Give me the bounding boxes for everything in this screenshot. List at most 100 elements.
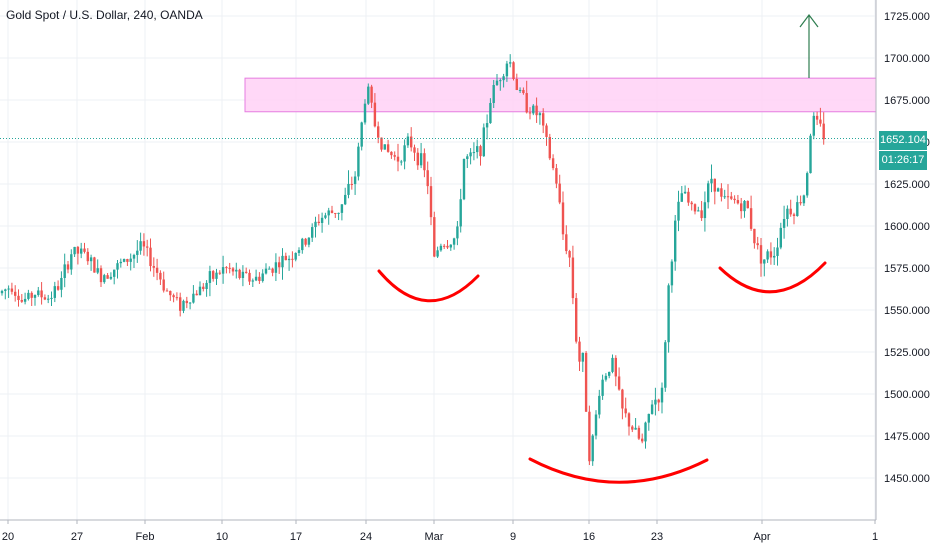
candle[interactable] bbox=[456, 220, 459, 246]
candle[interactable] bbox=[423, 148, 426, 178]
candle[interactable] bbox=[373, 93, 377, 128]
candle[interactable] bbox=[664, 340, 667, 392]
candle[interactable] bbox=[776, 237, 779, 266]
candle[interactable] bbox=[221, 255, 225, 284]
candle[interactable] bbox=[353, 171, 357, 195]
candle[interactable] bbox=[687, 187, 690, 206]
candle[interactable] bbox=[693, 203, 697, 215]
candle[interactable] bbox=[258, 272, 261, 284]
candle[interactable] bbox=[532, 104, 535, 116]
candle[interactable] bbox=[565, 225, 568, 255]
candle[interactable] bbox=[337, 212, 340, 221]
candle[interactable] bbox=[796, 195, 799, 217]
candle[interactable] bbox=[146, 239, 149, 257]
candle[interactable] bbox=[509, 54, 512, 68]
candle[interactable] bbox=[33, 294, 37, 306]
candle[interactable] bbox=[650, 400, 654, 415]
candle[interactable] bbox=[446, 240, 449, 249]
candle[interactable] bbox=[284, 252, 287, 261]
candle[interactable] bbox=[624, 397, 627, 418]
candle[interactable] bbox=[802, 194, 806, 207]
candle[interactable] bbox=[726, 184, 730, 210]
candle[interactable] bbox=[736, 194, 740, 205]
candle[interactable] bbox=[522, 87, 525, 95]
candle[interactable] bbox=[142, 233, 146, 256]
candle[interactable] bbox=[23, 292, 27, 305]
candle[interactable] bbox=[495, 73, 499, 86]
candle[interactable] bbox=[518, 87, 522, 93]
candle[interactable] bbox=[773, 247, 776, 265]
candle[interactable] bbox=[116, 259, 119, 279]
candle[interactable] bbox=[551, 154, 555, 171]
candle[interactable] bbox=[7, 285, 10, 298]
candle[interactable] bbox=[449, 244, 452, 251]
candle[interactable] bbox=[410, 127, 413, 152]
candle[interactable] bbox=[113, 269, 116, 285]
candle[interactable] bbox=[601, 374, 604, 400]
candle[interactable] bbox=[492, 79, 495, 108]
candle[interactable] bbox=[588, 405, 591, 466]
candle[interactable] bbox=[370, 84, 373, 109]
candle[interactable] bbox=[330, 205, 334, 214]
candle[interactable] bbox=[89, 254, 93, 271]
candle[interactable] bbox=[740, 197, 743, 219]
candle[interactable] bbox=[578, 336, 581, 372]
candle[interactable] bbox=[604, 373, 608, 382]
candle[interactable] bbox=[268, 266, 271, 270]
candle[interactable] bbox=[73, 246, 76, 258]
candle[interactable] bbox=[439, 243, 443, 252]
candle[interactable] bbox=[753, 228, 756, 249]
candle[interactable] bbox=[782, 205, 786, 239]
candle[interactable] bbox=[594, 410, 598, 440]
candle[interactable] bbox=[674, 214, 677, 271]
candle[interactable] bbox=[792, 212, 796, 225]
candle[interactable] bbox=[228, 262, 231, 274]
candle[interactable] bbox=[591, 434, 594, 466]
candle[interactable] bbox=[713, 178, 716, 205]
candle[interactable] bbox=[707, 180, 710, 209]
candle[interactable] bbox=[248, 269, 251, 285]
candle[interactable] bbox=[103, 273, 106, 284]
candle[interactable] bbox=[53, 281, 56, 303]
candle[interactable] bbox=[766, 249, 769, 263]
candle[interactable] bbox=[208, 265, 212, 297]
right-shoulder-curve[interactable] bbox=[718, 261, 827, 294]
candle[interactable] bbox=[390, 151, 393, 159]
candle[interactable] bbox=[598, 389, 601, 419]
candle[interactable] bbox=[136, 240, 139, 263]
candle[interactable] bbox=[466, 154, 469, 169]
candle[interactable] bbox=[799, 195, 802, 206]
candle[interactable] bbox=[169, 290, 172, 301]
candle[interactable] bbox=[132, 253, 136, 268]
candle[interactable] bbox=[644, 421, 647, 449]
candle[interactable] bbox=[542, 108, 545, 134]
candle[interactable] bbox=[162, 271, 165, 293]
candle[interactable] bbox=[462, 158, 466, 201]
candle[interactable] bbox=[261, 269, 264, 283]
candle[interactable] bbox=[129, 253, 132, 271]
candle[interactable] bbox=[324, 212, 327, 220]
candle[interactable] bbox=[786, 205, 789, 227]
candle[interactable] bbox=[66, 260, 70, 274]
candle[interactable] bbox=[479, 144, 482, 166]
candle[interactable] bbox=[545, 123, 548, 146]
candle[interactable] bbox=[363, 99, 367, 125]
candle[interactable] bbox=[499, 78, 502, 91]
candle[interactable] bbox=[50, 291, 53, 306]
candle[interactable] bbox=[443, 244, 446, 250]
candle[interactable] bbox=[558, 174, 561, 205]
candle[interactable] bbox=[179, 292, 182, 317]
candle[interactable] bbox=[274, 253, 278, 282]
candle[interactable] bbox=[17, 289, 20, 307]
candle[interactable] bbox=[99, 265, 103, 288]
candle[interactable] bbox=[769, 242, 773, 265]
candle[interactable] bbox=[571, 245, 575, 305]
candle[interactable] bbox=[515, 73, 518, 91]
candle[interactable] bbox=[215, 268, 218, 286]
candle[interactable] bbox=[505, 60, 509, 82]
candle[interactable] bbox=[175, 292, 179, 301]
candle[interactable] bbox=[159, 270, 162, 285]
candle[interactable] bbox=[383, 144, 386, 150]
pattern-curves[interactable] bbox=[377, 261, 827, 484]
candle[interactable] bbox=[287, 255, 291, 271]
